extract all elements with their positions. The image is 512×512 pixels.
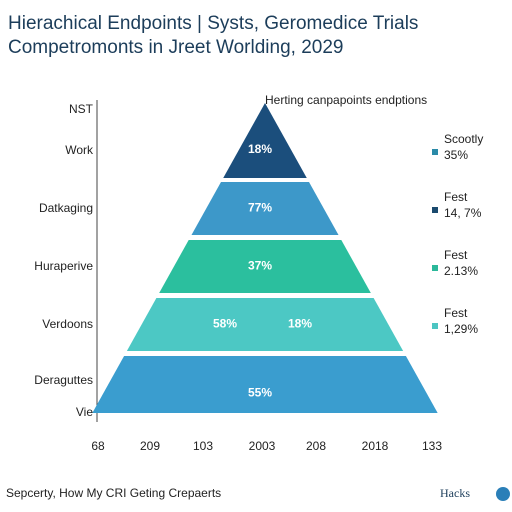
pyramid-level bbox=[92, 356, 438, 413]
x-tick-label: 68 bbox=[91, 439, 105, 453]
value-label: 18% bbox=[288, 317, 312, 331]
value-label: 37% bbox=[248, 259, 272, 273]
row-label: Deraguttes bbox=[34, 373, 93, 387]
x-tick-label: 103 bbox=[193, 439, 213, 453]
footer: Sepcerty, How My CRI Geting Crepaerts bbox=[6, 486, 221, 500]
chart-title: Hierachical Endpoints | Systs, Geromedic… bbox=[8, 13, 418, 34]
x-tick-label: 2003 bbox=[249, 439, 276, 453]
legend-swatch bbox=[432, 265, 438, 271]
x-tick-label: 2018 bbox=[362, 439, 389, 453]
value-label: 18% bbox=[248, 142, 272, 156]
legend-name: Fest bbox=[444, 190, 468, 204]
x-tick-label: 209 bbox=[140, 439, 160, 453]
x-tick-label: 208 bbox=[306, 439, 326, 453]
legend-swatch bbox=[432, 149, 438, 155]
value-label: 77% bbox=[248, 201, 272, 215]
legend-name: Fest bbox=[444, 248, 468, 262]
value-label: 58% bbox=[213, 317, 237, 331]
legend-swatch bbox=[432, 323, 438, 329]
value-label: 55% bbox=[248, 386, 272, 400]
legend-name: Scootly bbox=[444, 132, 483, 146]
pyramid-level bbox=[159, 240, 371, 293]
brand-icon bbox=[496, 487, 510, 501]
row-label: Verdoons bbox=[42, 317, 93, 331]
brand: Hacks bbox=[440, 486, 470, 500]
pyramid-level bbox=[191, 182, 339, 235]
row-label: Huraperive bbox=[34, 259, 93, 273]
legend-name: Fest bbox=[444, 306, 468, 320]
legend-swatch bbox=[432, 207, 438, 213]
legend-label: 35% bbox=[444, 148, 468, 162]
row-label: Work bbox=[65, 143, 94, 157]
chart-subtitle: Competromonts in Jreet Worlding, 2029 bbox=[8, 37, 343, 58]
legend-label: 1,29% bbox=[444, 322, 478, 336]
legend-label: 2.13% bbox=[444, 264, 478, 278]
legend-label: 14, 7% bbox=[444, 206, 482, 220]
annotation: Herting canpapoints endptions bbox=[265, 93, 427, 107]
pyramid-level bbox=[126, 298, 404, 351]
row-label: Datkaging bbox=[39, 201, 93, 215]
x-tick-label: 133 bbox=[422, 439, 442, 453]
row-label: NST bbox=[69, 102, 94, 116]
pyramid-level bbox=[223, 103, 307, 178]
row-label: Vie bbox=[76, 405, 93, 419]
